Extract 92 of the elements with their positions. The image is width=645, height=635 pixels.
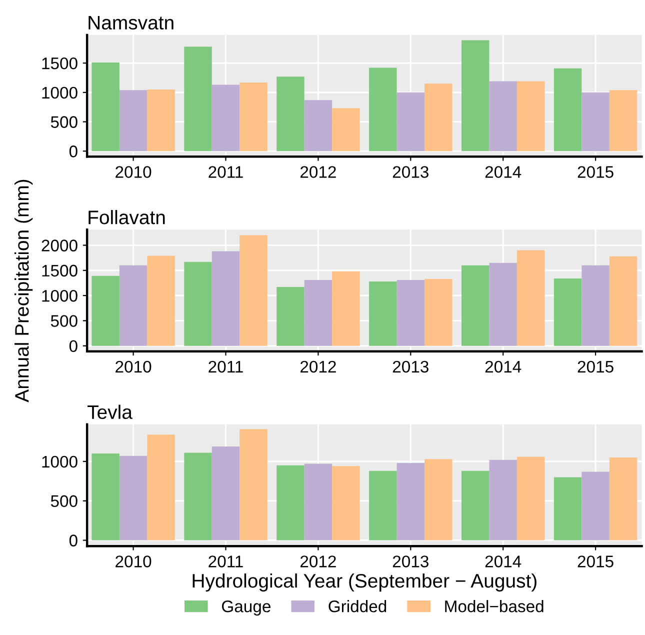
bar bbox=[424, 278, 452, 346]
x-tick-label: 2010 bbox=[116, 166, 152, 178]
x-tick-label: 2013 bbox=[392, 360, 428, 373]
chart-title: Follavatn bbox=[88, 210, 165, 224]
y-tick-label: 500 bbox=[50, 495, 78, 508]
bar bbox=[582, 92, 610, 152]
x-tick-label: 2014 bbox=[485, 360, 522, 373]
legend-label: Model−based bbox=[445, 600, 544, 612]
chart-title: Tevla bbox=[88, 404, 132, 420]
bar bbox=[240, 429, 268, 540]
legend-label: Gridded bbox=[328, 600, 386, 612]
bar bbox=[489, 262, 517, 346]
y-tick-label: 1000 bbox=[42, 290, 78, 302]
y-axis-title: Annual Precipitation (mm) bbox=[14, 180, 33, 402]
bar bbox=[609, 458, 638, 540]
bar bbox=[119, 456, 148, 540]
bar bbox=[212, 446, 240, 540]
bar bbox=[369, 281, 397, 346]
bar bbox=[276, 286, 304, 346]
bar bbox=[554, 68, 582, 152]
bar bbox=[119, 265, 148, 346]
y-tick-label: 2000 bbox=[42, 240, 78, 252]
x-tick-label: 2011 bbox=[208, 166, 243, 178]
x-tick-label: 2015 bbox=[578, 360, 614, 373]
bar bbox=[147, 434, 175, 540]
bar bbox=[276, 465, 304, 540]
bar bbox=[424, 459, 452, 540]
bar bbox=[92, 62, 120, 152]
bar bbox=[119, 90, 148, 152]
bar bbox=[489, 460, 517, 540]
bar bbox=[92, 276, 120, 346]
y-tick-label: 0 bbox=[69, 340, 78, 352]
x-tick-label: 2015 bbox=[578, 556, 614, 568]
bar bbox=[582, 472, 610, 540]
bar bbox=[276, 76, 304, 152]
bar bbox=[147, 90, 175, 152]
x-axis-title: Hydrological Year (September − August) bbox=[192, 573, 536, 592]
bar bbox=[396, 463, 425, 540]
bar bbox=[516, 250, 545, 346]
bar bbox=[332, 108, 360, 152]
x-tick-label: 2012 bbox=[300, 166, 336, 178]
bar bbox=[212, 251, 240, 346]
bar bbox=[396, 92, 425, 152]
bar bbox=[462, 265, 490, 346]
x-tick-label: 2012 bbox=[300, 360, 336, 373]
x-tick-label: 2010 bbox=[116, 360, 152, 373]
bar bbox=[212, 84, 240, 152]
bar bbox=[304, 280, 332, 346]
bar bbox=[184, 452, 212, 540]
y-tick-label: 1500 bbox=[42, 57, 78, 70]
bar bbox=[369, 68, 397, 152]
bar bbox=[516, 456, 545, 540]
bar bbox=[184, 262, 212, 346]
y-tick-label: 0 bbox=[69, 534, 78, 546]
x-tick-label: 2011 bbox=[208, 556, 243, 568]
bar bbox=[582, 265, 610, 346]
y-tick-label: 1000 bbox=[42, 456, 78, 468]
x-tick-label: 2014 bbox=[485, 166, 522, 178]
bar bbox=[369, 470, 397, 540]
bar bbox=[304, 464, 332, 540]
bar bbox=[554, 477, 582, 540]
bar bbox=[396, 280, 425, 346]
x-tick-label: 2013 bbox=[392, 166, 428, 178]
x-tick-label: 2014 bbox=[485, 556, 522, 568]
x-tick-label: 2015 bbox=[578, 166, 614, 178]
bar bbox=[554, 278, 582, 346]
bar bbox=[240, 82, 268, 152]
x-tick-label: 2013 bbox=[392, 556, 428, 568]
y-tick-label: 1000 bbox=[42, 86, 78, 99]
bar bbox=[304, 100, 332, 152]
bar bbox=[462, 470, 490, 540]
y-tick-label: 0 bbox=[69, 146, 78, 158]
bar bbox=[332, 466, 360, 540]
bar bbox=[92, 454, 120, 540]
y-tick-label: 500 bbox=[50, 116, 78, 128]
x-tick-label: 2010 bbox=[116, 556, 152, 568]
x-tick-label: 2012 bbox=[300, 556, 336, 568]
bar bbox=[462, 40, 490, 152]
chart-title: Namsvatn bbox=[88, 16, 174, 30]
y-tick-label: 1500 bbox=[42, 264, 78, 277]
x-tick-label: 2011 bbox=[208, 360, 243, 373]
bar bbox=[489, 81, 517, 152]
bar bbox=[609, 90, 638, 152]
legend-label: Gauge bbox=[222, 600, 270, 616]
bar bbox=[147, 256, 175, 346]
bar bbox=[424, 84, 452, 152]
bar bbox=[240, 235, 268, 346]
bar bbox=[609, 256, 638, 346]
bar bbox=[184, 46, 212, 152]
bar bbox=[332, 271, 360, 346]
y-tick-label: 500 bbox=[50, 315, 78, 327]
bar bbox=[516, 81, 545, 152]
